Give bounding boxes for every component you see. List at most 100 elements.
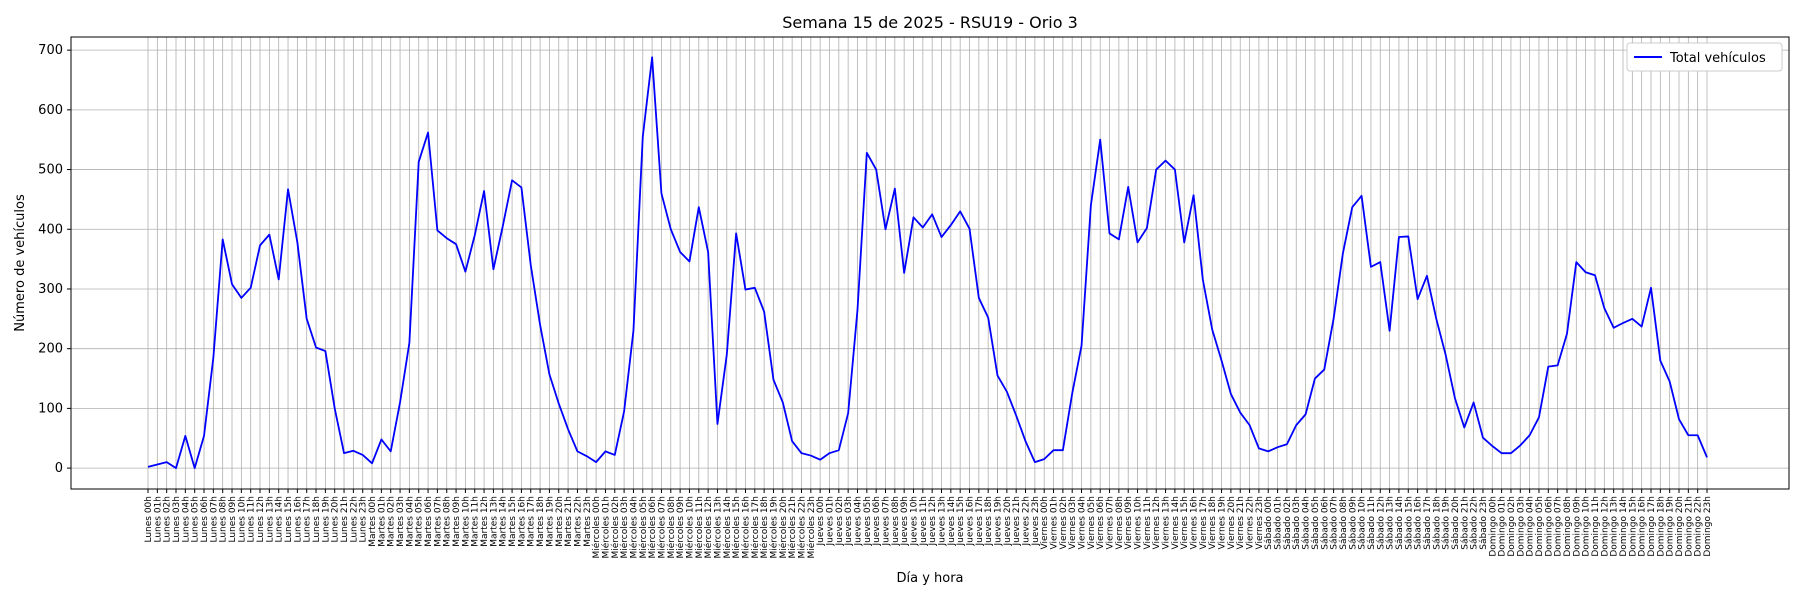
x-tick-label: Sábado 17h: [1423, 496, 1433, 550]
x-axis-ticks: Lunes 00h Lunes 01h Lunes 02h Lunes 03h Lune…: [144, 489, 1713, 559]
x-tick-label: Sábado 08h: [1339, 496, 1349, 550]
x-tick-label: Lunes 17h: [303, 496, 313, 543]
x-tick-label: Jueves 02h: [835, 496, 845, 546]
x-tick-label: Lunes 15h: [284, 496, 294, 543]
y-tick-label: 400: [38, 222, 63, 237]
plot-frame: [70, 36, 1790, 490]
x-tick-label: Viernes 17h: [1199, 496, 1209, 550]
x-tick-label: Domingo 12h: [1600, 496, 1610, 557]
x-tick-label: Miércoles 05h: [638, 496, 649, 559]
x-tick-label: Lunes 11h: [247, 496, 257, 543]
x-tick-label: Martes 07h: [433, 496, 443, 547]
x-tick-label: Domingo 02h: [1507, 496, 1517, 557]
x-tick-label: Sábado 06h: [1320, 496, 1330, 550]
x-tick-label: Jueves 15h: [956, 496, 966, 546]
x-tick-label: Miércoles 03h: [619, 496, 630, 559]
x-axis-label: Día y hora: [896, 571, 963, 586]
x-tick-label: Sábado 11h: [1367, 496, 1377, 550]
x-tick-label: Martes 21h: [564, 496, 574, 547]
x-tick-label: Domingo 14h: [1619, 496, 1629, 557]
x-tick-label: Domingo 05h: [1535, 496, 1545, 557]
x-tick-label: Jueves 17h: [975, 496, 985, 546]
x-tick-label: Jueves 22h: [1022, 496, 1032, 546]
x-tick-label: Domingo 23h: [1703, 496, 1713, 557]
x-tick-label: Sábado 04h: [1302, 496, 1312, 550]
x-tick-label: Sábado 22h: [1470, 496, 1480, 550]
grid-lines: [71, 37, 1789, 489]
legend: Total vehículos: [1626, 42, 1783, 72]
x-tick-label: Lunes 06h: [200, 496, 210, 543]
x-tick-label: Jueves 04h: [853, 496, 863, 546]
x-tick-label: Martes 00h: [368, 496, 378, 547]
x-tick-label: Sábado 02h: [1283, 496, 1293, 550]
x-tick-label: Domingo 19h: [1666, 496, 1676, 557]
x-tick-label: Jueves 20h: [1003, 496, 1013, 546]
x-tick-label: Miércoles 09h: [675, 496, 686, 559]
x-tick-label: Martes 17h: [527, 496, 537, 547]
x-tick-label: Viernes 14h: [1171, 496, 1181, 550]
y-tick-label: 500: [38, 163, 63, 178]
x-tick-label: Martes 11h: [471, 496, 481, 547]
x-tick-label: Lunes 05h: [191, 496, 201, 543]
y-tick-label: 100: [38, 401, 63, 416]
x-tick-label: Viernes 23h: [1255, 496, 1265, 550]
x-tick-label: Viernes 16h: [1190, 496, 1200, 550]
x-tick-label: Miércoles 22h: [796, 496, 807, 559]
x-tick-label: Lunes 19h: [321, 496, 331, 543]
x-tick-label: Jueves 13h: [938, 496, 948, 546]
x-tick-label: Jueves 08h: [891, 496, 901, 546]
x-tick-label: Viernes 00h: [1040, 496, 1050, 550]
x-tick-label: Lunes 02h: [163, 496, 173, 543]
x-tick-label: Miércoles 17h: [750, 496, 761, 559]
x-tick-label: Miércoles 08h: [666, 496, 677, 559]
x-tick-label: Sábado 23h: [1479, 496, 1489, 550]
x-tick-label: Lunes 07h: [209, 496, 219, 543]
x-tick-label: Miércoles 20h: [778, 496, 789, 559]
x-tick-label: Martes 01h: [377, 496, 387, 547]
x-tick-label: Domingo 04h: [1526, 496, 1536, 557]
x-tick-label: Sábado 15h: [1404, 496, 1414, 550]
x-tick-label: Miércoles 00h: [591, 496, 602, 559]
x-tick-label: Martes 09h: [452, 496, 462, 547]
x-tick-label: Jueves 12h: [928, 496, 938, 546]
x-tick-label: Lunes 12h: [256, 496, 266, 543]
x-tick-label: Martes 22h: [573, 496, 583, 547]
x-tick-label: Sábado 07h: [1330, 496, 1340, 550]
x-tick-label: Domingo 03h: [1516, 496, 1526, 557]
x-tick-label: Lunes 23h: [359, 496, 369, 543]
x-tick-label: Martes 14h: [499, 496, 509, 547]
x-tick-label: Domingo 21h: [1684, 496, 1694, 557]
x-tick-label: Jueves 16h: [966, 496, 976, 546]
y-tick-label: 600: [38, 103, 63, 118]
x-tick-label: Martes 06h: [424, 496, 434, 547]
x-tick-label: Martes 23h: [583, 496, 593, 547]
x-tick-label: Martes 12h: [480, 496, 490, 547]
x-tick-label: Jueves 05h: [863, 496, 873, 546]
x-tick-label: Domingo 15h: [1628, 496, 1638, 557]
x-tick-label: Miércoles 04h: [628, 496, 639, 559]
y-tick-label: 700: [38, 43, 63, 58]
x-tick-label: Miércoles 21h: [787, 496, 798, 559]
x-tick-label: Jueves 11h: [919, 496, 929, 546]
x-tick-label: Domingo 13h: [1610, 496, 1620, 557]
x-tick-label: Martes 04h: [405, 496, 415, 547]
x-tick-label: Viernes 19h: [1218, 496, 1228, 550]
x-tick-label: Jueves 03h: [844, 496, 854, 546]
x-tick-label: Martes 20h: [555, 496, 565, 547]
series-layer: [147, 56, 1708, 470]
x-tick-label: Miércoles 19h: [768, 496, 779, 559]
chart-title: Semana 15 de 2025 - RSU19 - Orio 3: [782, 13, 1078, 32]
x-tick-label: Domingo 16h: [1638, 496, 1648, 557]
x-tick-label: Lunes 20h: [331, 496, 341, 543]
x-tick-label: Domingo 18h: [1656, 496, 1666, 557]
x-tick-label: Sábado 12h: [1376, 496, 1386, 550]
x-tick-label: Sábado 19h: [1442, 496, 1452, 550]
x-tick-label: Sábado 20h: [1451, 496, 1461, 550]
x-tick-label: Viernes 07h: [1106, 496, 1116, 550]
x-tick-label: Lunes 16h: [293, 496, 303, 543]
x-tick-label: Lunes 01h: [153, 496, 163, 543]
x-tick-label: Miércoles 10h: [684, 496, 695, 559]
x-tick-label: Miércoles 18h: [759, 496, 770, 559]
x-tick-label: Viernes 10h: [1134, 496, 1144, 550]
